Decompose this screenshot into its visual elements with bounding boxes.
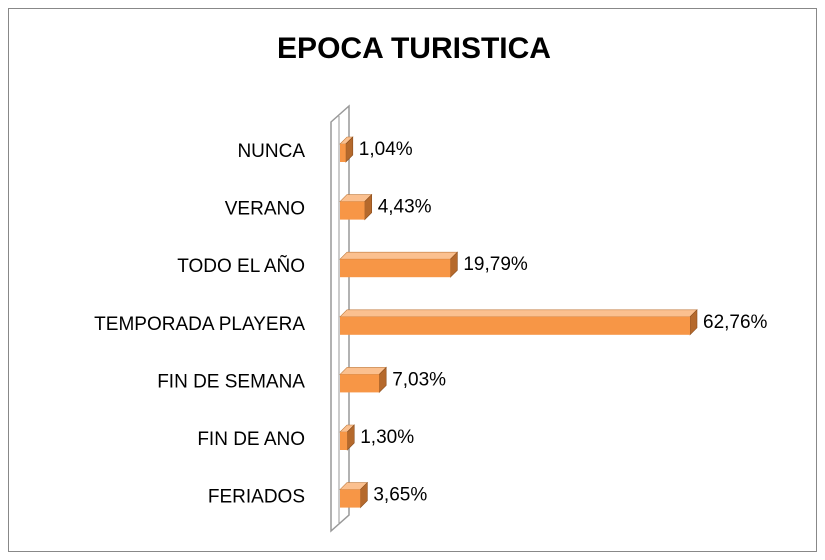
bar-top bbox=[339, 251, 459, 260]
bar-top bbox=[339, 367, 387, 375]
category-label: FERIADOS bbox=[208, 487, 305, 508]
category-label: TEMPORADA PLAYERA bbox=[94, 314, 305, 335]
value-label: 62,76% bbox=[703, 312, 768, 333]
value-label: 1,30% bbox=[360, 427, 414, 448]
chart-frame bbox=[8, 8, 817, 552]
value-label: 1,04% bbox=[359, 139, 413, 160]
value-label: 19,79% bbox=[463, 254, 528, 275]
bar-top bbox=[339, 309, 698, 318]
bar bbox=[340, 144, 346, 162]
bar bbox=[340, 432, 348, 450]
chart-title: EPOCA TURISTICA bbox=[277, 32, 551, 65]
category-label: VERANO bbox=[225, 199, 305, 220]
category-label: NUNCA bbox=[237, 141, 305, 162]
value-label: 4,43% bbox=[378, 197, 432, 218]
category-label: FIN DE ANO bbox=[197, 429, 305, 450]
bar bbox=[340, 374, 380, 393]
bar bbox=[340, 201, 365, 220]
value-label: 7,03% bbox=[392, 369, 446, 390]
bar bbox=[340, 259, 451, 278]
category-label: TODO EL AÑO bbox=[177, 255, 305, 277]
bar bbox=[340, 316, 690, 335]
value-label: 3,65% bbox=[373, 485, 427, 506]
bar bbox=[340, 489, 361, 508]
category-label: FIN DE SEMANA bbox=[157, 371, 305, 392]
